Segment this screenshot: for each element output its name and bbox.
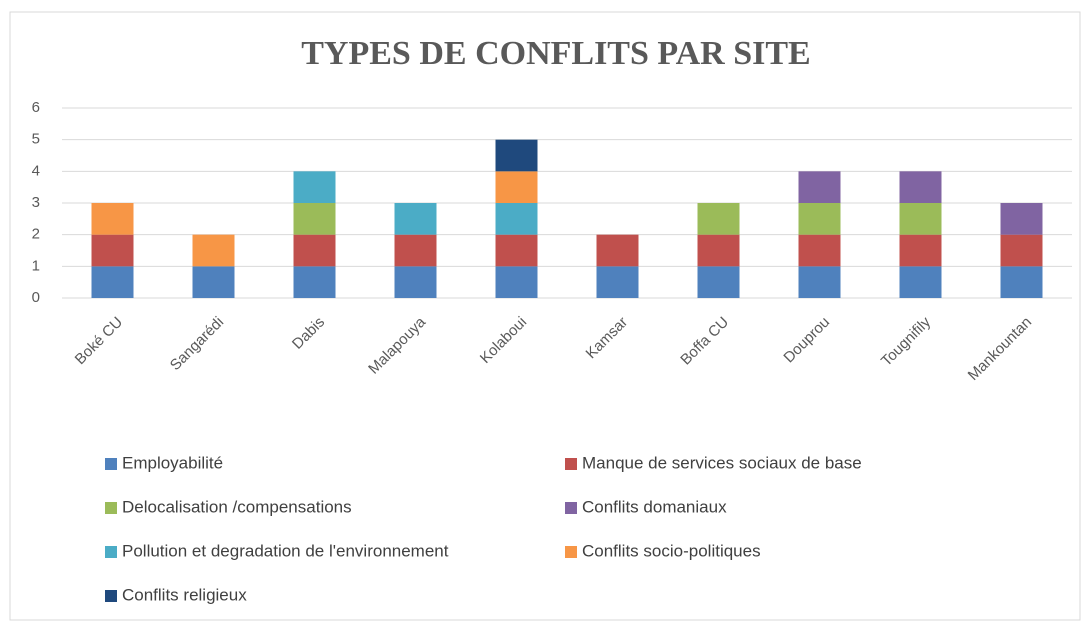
bar-segment — [899, 234, 942, 267]
bar-segment — [495, 171, 538, 203]
bar-segment — [394, 203, 437, 235]
chart-title: TYPES DE CONFLITS PAR SITE — [301, 35, 811, 72]
legend-swatch — [105, 546, 117, 558]
bar-segment — [495, 234, 538, 267]
bar-segment — [798, 234, 841, 267]
bar-segment — [293, 203, 336, 235]
bar-segment — [394, 266, 437, 298]
bar-segment — [91, 266, 134, 298]
bar-segment — [293, 234, 336, 267]
chart-frame — [9, 11, 1081, 621]
bar-segment — [798, 171, 841, 203]
y-tick-label: 6 — [32, 99, 40, 116]
legend-swatch — [105, 590, 117, 602]
legend-swatch — [105, 458, 117, 470]
bar-segment — [899, 171, 942, 203]
bar-segment — [91, 234, 134, 267]
bar-segment — [697, 266, 740, 298]
y-tick-label: 5 — [32, 131, 40, 148]
bar-segment — [697, 203, 740, 235]
bar-segment — [798, 203, 841, 235]
bar-segment — [293, 171, 336, 203]
bar-segment — [293, 266, 336, 298]
y-tick-label: 4 — [32, 162, 40, 179]
bar-segment — [192, 266, 235, 298]
bar-segment — [899, 266, 942, 298]
legend-swatch — [105, 502, 117, 514]
legend-label: Pollution et degradation de l'environnem… — [122, 541, 449, 560]
legend-label: Manque de services sociaux de base — [582, 453, 862, 472]
legend-label: Delocalisation /compensations — [122, 497, 352, 516]
bar-segment — [495, 139, 538, 172]
bar-segment — [899, 203, 942, 235]
legend-label: Conflits religieux — [122, 585, 247, 604]
bar-segment — [1000, 203, 1043, 235]
legend-swatch — [565, 502, 577, 514]
bar-segment — [495, 266, 538, 298]
y-tick-label: 0 — [32, 289, 40, 306]
legend-swatch — [565, 458, 577, 470]
y-tick-label: 2 — [32, 226, 40, 243]
bar-segment — [798, 266, 841, 298]
y-tick-label: 3 — [32, 194, 40, 211]
bar-segment — [394, 234, 437, 267]
bar-segment — [91, 203, 134, 235]
legend-label: Employabilité — [122, 453, 223, 472]
bar-segment — [1000, 266, 1043, 298]
bar-segment — [596, 234, 639, 267]
bar-segment — [1000, 234, 1043, 267]
y-tick-label: 1 — [32, 257, 40, 274]
legend-label: Conflits domaniaux — [582, 497, 727, 516]
bar-segment — [697, 234, 740, 267]
legend-swatch — [565, 546, 577, 558]
bar-segment — [495, 203, 538, 235]
bar-segment — [596, 266, 639, 298]
legend-label: Conflits socio-politiques — [582, 541, 761, 560]
bar-segment — [192, 234, 235, 267]
